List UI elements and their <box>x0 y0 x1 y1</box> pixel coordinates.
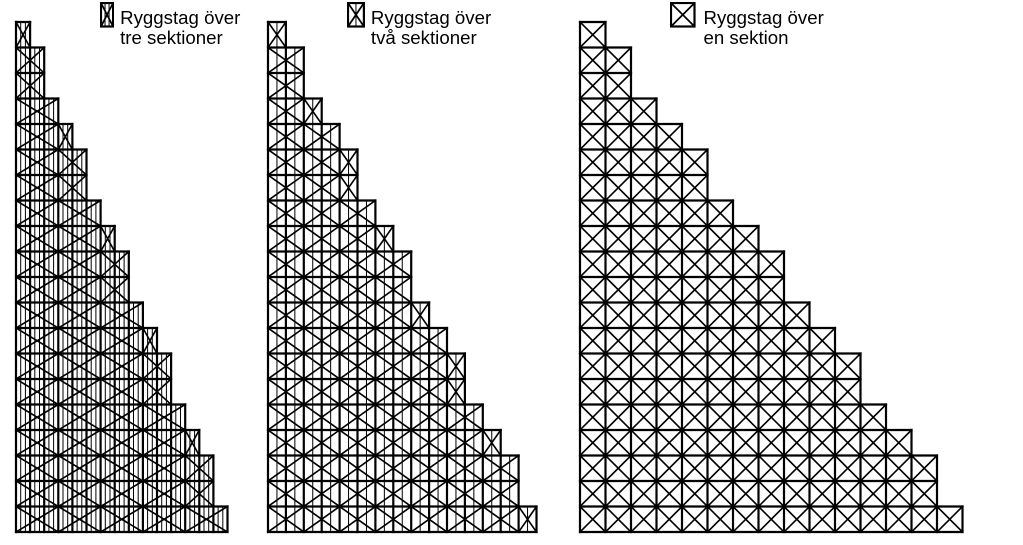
fig-tre <box>14 20 230 534</box>
fig-tva-legend-text: Ryggstag övertvå sektioner <box>371 8 491 47</box>
legend-swatch-icon <box>347 2 365 28</box>
legend-swatch-icon <box>670 2 696 28</box>
fig-tva-legend: Ryggstag övertvå sektioner <box>347 2 491 47</box>
fig-en-legend-text: Ryggstag överen sektion <box>704 8 824 47</box>
legend-line1: Ryggstag över <box>120 8 240 28</box>
legend-line1: Ryggstag över <box>371 8 491 28</box>
legend-line1: Ryggstag över <box>704 8 824 28</box>
fig-en-legend: Ryggstag överen sektion <box>670 2 824 47</box>
fig-en-grid <box>578 20 965 534</box>
fig-tre-legend-text: Ryggstag övertre sektioner <box>120 8 240 47</box>
legend-line2: två sektioner <box>371 28 491 48</box>
fig-tre-legend: Ryggstag övertre sektioner <box>100 2 240 47</box>
legend-line2: en sektion <box>704 28 824 48</box>
legend-swatch-icon <box>100 2 114 28</box>
fig-tva <box>266 20 539 534</box>
legend-line2: tre sektioner <box>120 28 240 48</box>
fig-tva-grid <box>266 20 539 534</box>
fig-en <box>578 20 965 534</box>
fig-tre-grid <box>14 20 230 534</box>
